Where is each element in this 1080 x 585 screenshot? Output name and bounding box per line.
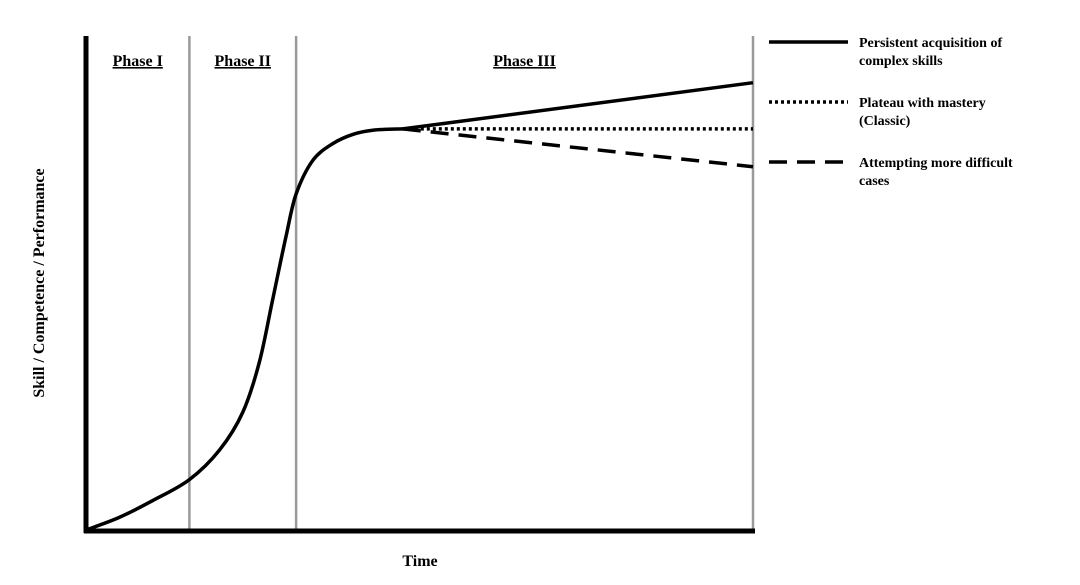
phase-label: Phase III bbox=[493, 53, 556, 70]
x-axis-label: Time bbox=[402, 553, 437, 570]
legend-label: complex skills bbox=[859, 54, 943, 69]
legend-label: Persistent acquisition of bbox=[859, 36, 1002, 51]
legend-label: (Classic) bbox=[859, 114, 911, 129]
phase-label-group: Phase I Phase II Phase III bbox=[113, 53, 556, 70]
y-axis-label: Skill / Competence / Performance bbox=[31, 168, 48, 397]
legend-label: cases bbox=[859, 174, 890, 189]
legend-label: Plateau with mastery bbox=[859, 96, 986, 111]
legend: Persistent acquisition of complex skills P… bbox=[769, 36, 1013, 189]
curve-group bbox=[84, 80, 754, 532]
phase-divider-group bbox=[188, 36, 755, 530]
series-dashed-line bbox=[402, 127, 754, 169]
axes-group bbox=[83, 36, 755, 534]
series-solid-line bbox=[402, 80, 754, 131]
phase-label: Phase I bbox=[113, 53, 163, 70]
legend-label: Attempting more difficult bbox=[859, 156, 1013, 171]
common-growth-curve bbox=[84, 127, 405, 532]
phase-label: Phase II bbox=[215, 53, 271, 70]
